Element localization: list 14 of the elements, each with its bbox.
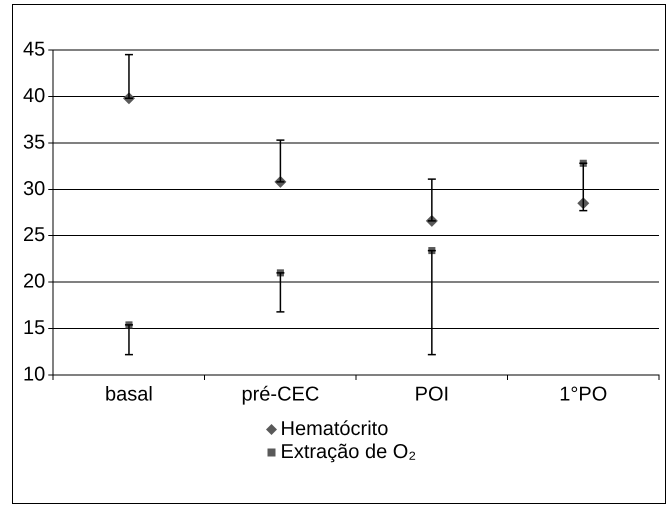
legend-label: Extração de O₂: [280, 441, 416, 464]
y-tick-label: 20: [22, 270, 46, 293]
y-tick-label: 30: [22, 178, 46, 200]
x-tick-label: pré-CEC: [242, 384, 320, 406]
y-tick-label: 35: [22, 131, 46, 154]
y-tick-label: 15: [22, 317, 46, 340]
y-tick-label: 45: [22, 38, 46, 61]
x-tick-label: POI: [414, 384, 450, 406]
y-tick-label: 25: [22, 224, 46, 246]
x-tick-label: basal: [105, 384, 153, 406]
x-tick-label: 1°PO: [559, 384, 608, 406]
legend-label: Hematócrito: [280, 418, 388, 441]
y-tick-label: 40: [22, 84, 46, 107]
y-tick-label: 10: [22, 364, 46, 386]
